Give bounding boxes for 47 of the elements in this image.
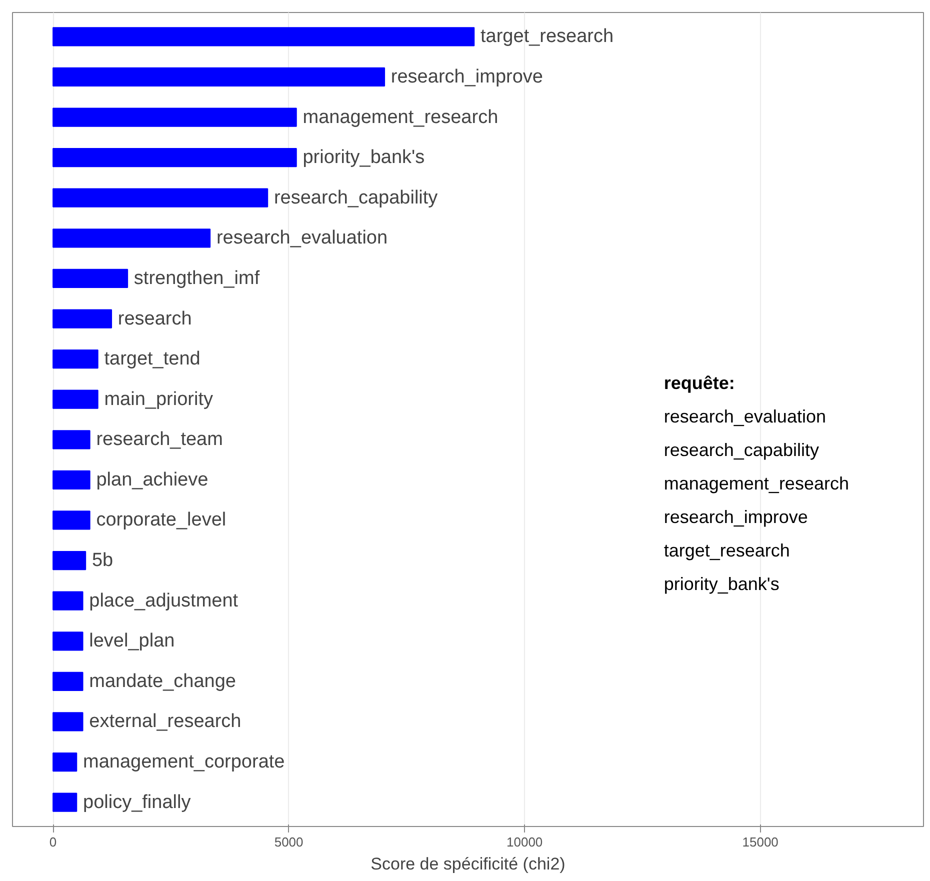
annotation: target_research (664, 540, 790, 560)
x-axis-title: Score de spécificité (chi2) (370, 854, 566, 874)
bar (52, 67, 386, 87)
y-tick-label: plan_achieve (96, 469, 208, 490)
y-tick-label: strengthen_imf (134, 268, 260, 289)
y-tick-label: research (118, 308, 192, 330)
y-tick-label: policy_finally (83, 792, 192, 813)
bar (52, 188, 268, 208)
bar (52, 591, 84, 610)
annotation: research_improve (664, 507, 808, 528)
bar (52, 510, 90, 530)
y-tick-label: place_adjustment (89, 590, 239, 612)
bar (52, 632, 84, 651)
y-tick-label: research_team (96, 429, 223, 450)
annotation: priority_bank's (664, 574, 780, 594)
annotation: management_research (664, 474, 849, 494)
bar (52, 390, 98, 409)
x-tick-label: 5000 (274, 834, 304, 850)
bar (52, 550, 86, 570)
bar (52, 752, 78, 772)
x-tick-label: 0 (49, 834, 57, 850)
y-tick-label: corporate_level (96, 510, 226, 531)
y-tick-label: priority_bank's (302, 147, 425, 168)
y-tick-label: external_research (89, 711, 242, 732)
bar (52, 228, 211, 248)
bar (52, 148, 297, 168)
y-tick-label: mandate_change (89, 670, 236, 692)
bar (52, 268, 128, 288)
x-tick-label: 10000 (506, 834, 543, 850)
y-tick-label: management_corporate (83, 752, 285, 773)
annotation: research_capability (664, 440, 819, 460)
bar (52, 309, 112, 328)
y-tick-label: main_priority (104, 388, 214, 410)
bar (52, 27, 475, 46)
x-tick-label: 15000 (742, 834, 778, 850)
annotation: requête: (664, 373, 735, 394)
bar (52, 349, 98, 369)
bar (52, 470, 90, 490)
annotation: research_evaluation (664, 406, 826, 427)
bar (52, 108, 297, 127)
bar (52, 712, 84, 732)
y-tick-label: 5b (92, 550, 114, 572)
y-tick-label: level_plan (89, 630, 175, 652)
y-tick-label: target_tend (104, 348, 200, 370)
bar (52, 430, 90, 450)
bar (52, 792, 78, 812)
bar (52, 672, 84, 691)
